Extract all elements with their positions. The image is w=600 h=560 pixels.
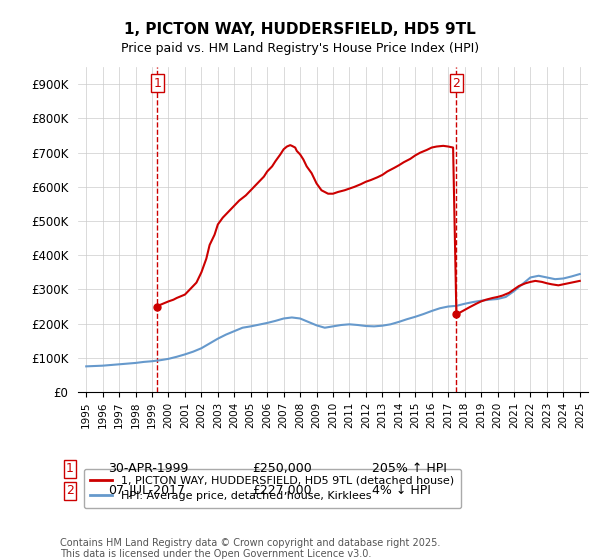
Legend: 1, PICTON WAY, HUDDERSFIELD, HD5 9TL (detached house), HPI: Average price, detac: 1, PICTON WAY, HUDDERSFIELD, HD5 9TL (de… bbox=[83, 469, 461, 508]
Text: 1: 1 bbox=[154, 77, 161, 90]
Text: 30-APR-1999: 30-APR-1999 bbox=[108, 462, 188, 475]
Text: Price paid vs. HM Land Registry's House Price Index (HPI): Price paid vs. HM Land Registry's House … bbox=[121, 42, 479, 55]
Text: 2: 2 bbox=[66, 484, 74, 497]
Text: 1, PICTON WAY, HUDDERSFIELD, HD5 9TL: 1, PICTON WAY, HUDDERSFIELD, HD5 9TL bbox=[124, 22, 476, 38]
Text: 2: 2 bbox=[452, 77, 460, 90]
Text: £227,000: £227,000 bbox=[252, 484, 311, 497]
Text: 1: 1 bbox=[66, 462, 74, 475]
Text: 205% ↑ HPI: 205% ↑ HPI bbox=[372, 462, 447, 475]
Text: Contains HM Land Registry data © Crown copyright and database right 2025.
This d: Contains HM Land Registry data © Crown c… bbox=[60, 538, 440, 559]
Text: 4% ↓ HPI: 4% ↓ HPI bbox=[372, 484, 431, 497]
Text: £250,000: £250,000 bbox=[252, 462, 312, 475]
Text: 07-JUL-2017: 07-JUL-2017 bbox=[108, 484, 185, 497]
